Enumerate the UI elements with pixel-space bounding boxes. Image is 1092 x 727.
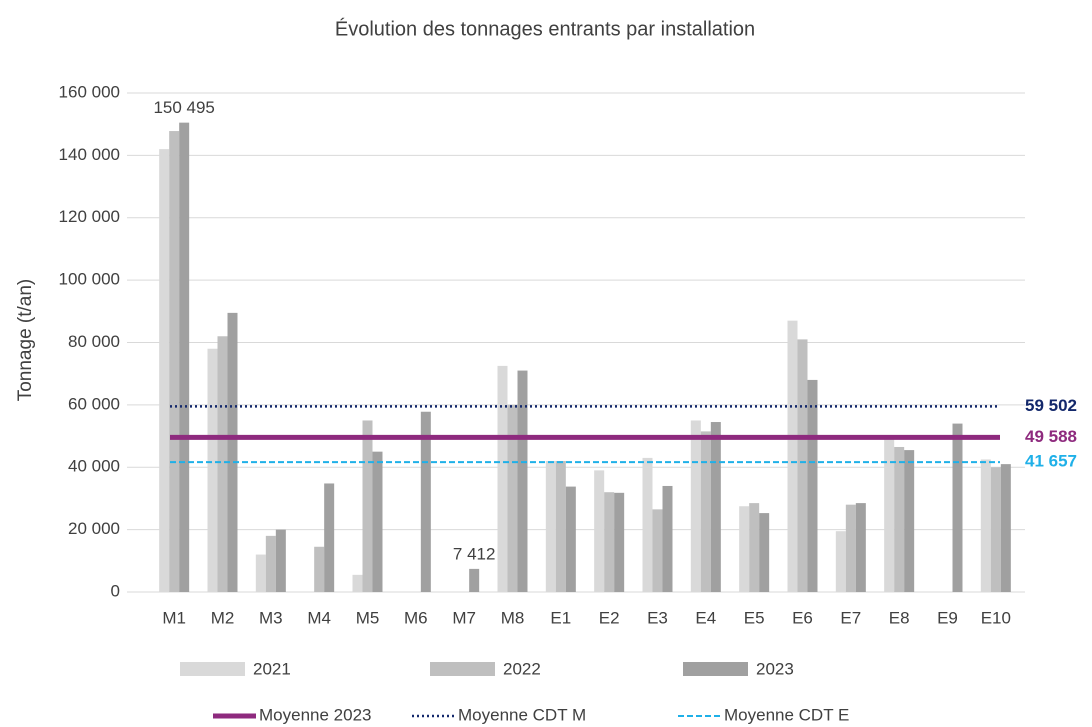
bar — [362, 420, 373, 592]
reference-label: 49 588 — [1025, 427, 1077, 446]
x-tick-label: E1 — [550, 608, 571, 627]
legend-label: Moyenne CDT E — [724, 705, 849, 724]
bar — [845, 504, 856, 592]
bar — [952, 423, 963, 592]
bar — [507, 404, 518, 592]
legend-label: 2023 — [756, 659, 794, 678]
x-tick-label: M2 — [211, 608, 235, 627]
x-tick-label: M8 — [501, 608, 525, 627]
bar — [710, 422, 721, 592]
x-tick-label: E6 — [792, 608, 813, 627]
x-tick-label: M4 — [307, 608, 331, 627]
bar — [314, 546, 325, 592]
y-axis-label: Tonnage (t/an) — [15, 279, 36, 402]
x-tick-label: E7 — [840, 608, 861, 627]
bar — [169, 131, 180, 592]
bar — [884, 436, 895, 592]
bar — [255, 554, 266, 592]
bar — [179, 122, 190, 593]
bar — [517, 370, 528, 592]
bar — [787, 320, 798, 592]
bar — [662, 485, 673, 592]
legend-label: 2021 — [253, 659, 291, 678]
bar — [469, 568, 480, 592]
x-tick-label: E8 — [889, 608, 910, 627]
x-tick-label: E2 — [599, 608, 620, 627]
bar — [265, 535, 276, 592]
bar — [545, 461, 556, 592]
bar — [797, 339, 808, 592]
x-tick-label: M6 — [404, 608, 428, 627]
bar — [739, 506, 750, 592]
bar — [614, 492, 625, 592]
bar — [372, 451, 383, 592]
x-tick-label: M1 — [162, 608, 186, 627]
y-tick-label: 20 000 — [68, 519, 120, 538]
bar — [207, 348, 218, 592]
bar — [894, 446, 905, 592]
bar — [594, 470, 605, 592]
reference-label: 41 657 — [1025, 452, 1077, 471]
y-tick-label: 160 000 — [59, 82, 120, 101]
bar — [227, 312, 238, 592]
y-tick-label: 120 000 — [59, 207, 120, 226]
bar — [652, 509, 663, 592]
x-tick-label: E4 — [695, 608, 716, 627]
bar — [420, 411, 431, 592]
bar — [555, 461, 566, 592]
reference-label: 59 502 — [1025, 396, 1077, 415]
y-tick-label: 60 000 — [68, 394, 120, 413]
x-tick-label: E9 — [937, 608, 958, 627]
bar — [217, 336, 228, 592]
x-tick-label: M3 — [259, 608, 283, 627]
bar — [604, 492, 615, 592]
legend-label: 2022 — [503, 659, 541, 678]
data-label: 150 495 — [153, 98, 214, 117]
bar — [904, 450, 915, 592]
x-tick-label: M5 — [356, 608, 380, 627]
bar — [275, 529, 286, 592]
bar — [807, 379, 818, 592]
y-tick-label: 140 000 — [59, 145, 120, 164]
legend-label: Moyenne 2023 — [259, 705, 371, 724]
y-tick-label: 80 000 — [68, 332, 120, 351]
x-tick-label: E5 — [744, 608, 765, 627]
bar — [497, 365, 508, 592]
legend-swatch — [430, 662, 495, 676]
bar — [642, 457, 653, 592]
bar — [835, 531, 846, 592]
y-tick-label: 0 — [111, 581, 120, 600]
chart-title: Évolution des tonnages entrants par inst… — [335, 17, 755, 40]
x-tick-label: M7 — [452, 608, 476, 627]
legend-label: Moyenne CDT M — [458, 705, 586, 724]
bar — [980, 459, 991, 592]
bar — [1000, 464, 1011, 592]
x-tick-label: E3 — [647, 608, 668, 627]
bar — [690, 420, 701, 592]
y-tick-label: 100 000 — [59, 270, 120, 289]
bar — [749, 503, 760, 592]
bar — [565, 486, 576, 592]
y-tick-label: 40 000 — [68, 457, 120, 476]
bar — [700, 431, 711, 592]
bar — [855, 503, 866, 592]
legend-swatch — [180, 662, 245, 676]
bar — [352, 574, 363, 592]
bar — [759, 513, 770, 592]
x-tick-label: E10 — [981, 608, 1011, 627]
bar — [159, 149, 170, 592]
bar — [990, 467, 1001, 592]
bar — [324, 483, 335, 592]
legend-swatch — [683, 662, 748, 676]
data-label: 7 412 — [453, 544, 496, 563]
